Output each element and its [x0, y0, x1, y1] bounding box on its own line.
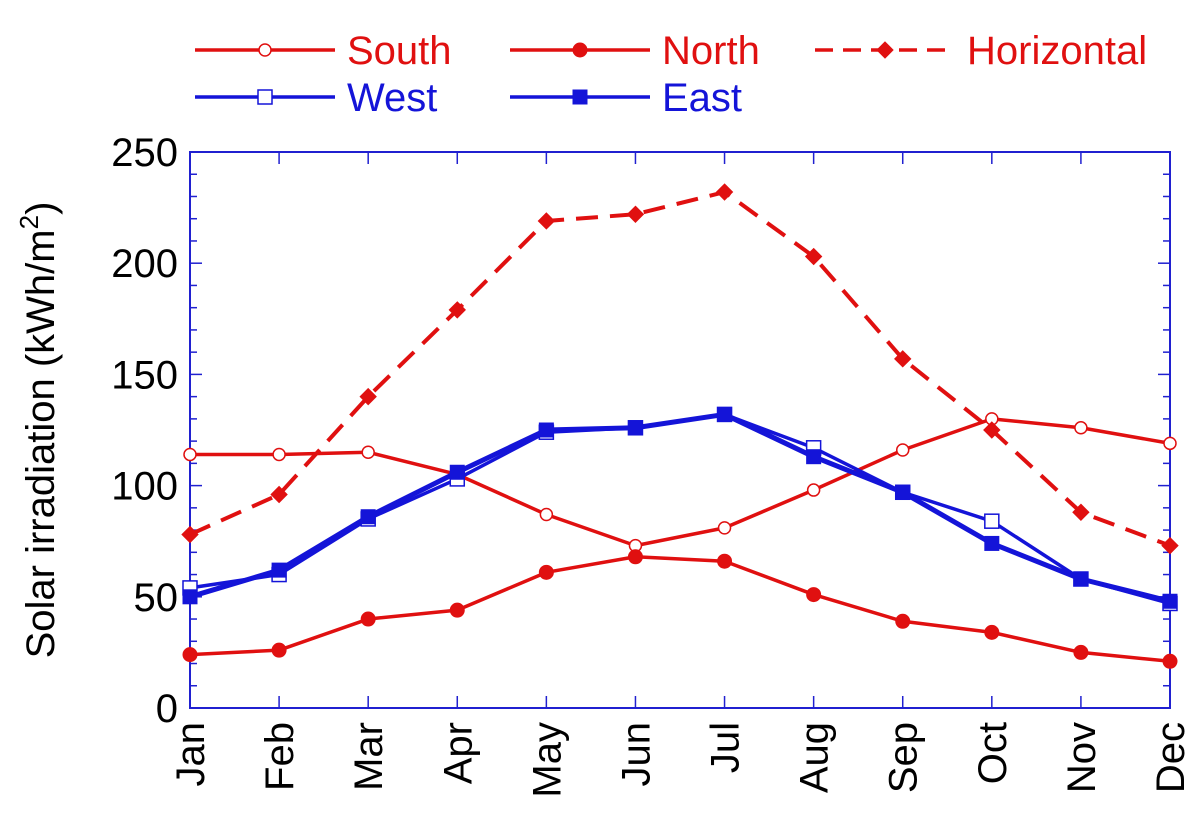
legend-item-west: West [195, 76, 437, 120]
data-point-south [1163, 436, 1177, 451]
data-point-east [449, 464, 465, 480]
data-point-east [1162, 593, 1178, 609]
data-point-east [627, 420, 643, 436]
data-point-east [360, 509, 376, 525]
data-point-horizontal [1161, 536, 1179, 555]
data-point-north [538, 564, 554, 580]
legend-marker-north [572, 42, 588, 58]
x-tick-label: Sep [882, 722, 926, 793]
data-point-south [183, 447, 197, 462]
data-point-horizontal [448, 301, 466, 319]
y-tick-label: 100 [111, 465, 178, 509]
data-point-horizontal [270, 485, 288, 504]
series-east [182, 406, 1178, 609]
data-point-north [806, 587, 822, 603]
series-line-south [190, 417, 1171, 548]
data-point-east [717, 406, 733, 422]
data-point-south [806, 483, 821, 497]
series-layer [181, 183, 1179, 669]
legend-label-north: North [662, 29, 760, 73]
data-point-north [627, 549, 643, 565]
data-point-east [271, 562, 287, 578]
series-north [182, 549, 1178, 669]
series-line-north [189, 555, 1171, 664]
x-tick-label: May [525, 722, 569, 798]
data-point-horizontal [983, 421, 1001, 439]
x-tick-label: Nov [1060, 722, 1104, 793]
legend: South North Horizontal West East [195, 29, 1147, 120]
legend-label-south: South [347, 29, 452, 73]
x-tick-labels: Jan Feb Mar Apr May Jun Jul Aug Sep Oct Nov Dec [169, 722, 1193, 798]
y-tick-label: 50 [134, 576, 179, 620]
legend-label-west: West [347, 76, 437, 120]
x-tick-label: Jan [169, 722, 213, 787]
data-point-north [717, 553, 733, 569]
y-axis-label-main: Solar irradiation (kWh/m [19, 229, 63, 658]
data-point-east [182, 589, 198, 605]
data-point-east [1073, 571, 1089, 587]
data-point-horizontal [894, 350, 912, 368]
x-tick-label: Mar [347, 722, 391, 791]
y-axis-label-superscript: 2 [14, 215, 44, 229]
legend-label-horizontal: Horizontal [967, 29, 1147, 73]
data-point-north [895, 613, 911, 629]
legend-item-east: East [510, 76, 742, 120]
data-point-east [984, 535, 1000, 551]
data-point-horizontal [181, 525, 199, 544]
data-point-horizontal [359, 387, 377, 406]
plot-border [189, 151, 1171, 709]
series-horizontal [181, 183, 1179, 555]
data-point-north [182, 647, 198, 663]
legend-marker-horizontal [876, 41, 894, 59]
data-point-horizontal [1072, 503, 1090, 521]
x-tick-label: Dec [1149, 722, 1193, 793]
x-tick-label: Jun [614, 722, 658, 787]
legend-marker-west [257, 89, 273, 105]
x-tick-label: Jul [704, 722, 748, 773]
data-point-horizontal [804, 247, 823, 266]
y-axis-label-suffix: ) [19, 202, 63, 215]
y-tick-label: 200 [111, 242, 178, 286]
legend-item-south: South [195, 29, 452, 73]
data-point-horizontal [626, 205, 645, 223]
data-point-north [449, 602, 465, 618]
data-point-south [272, 447, 286, 462]
data-point-south [539, 507, 554, 522]
data-point-south [1074, 421, 1088, 435]
data-point-east [806, 449, 822, 465]
legend-marker-south [258, 43, 272, 57]
data-point-south [717, 521, 732, 535]
y-axis-label: Solar irradiation (kWh/m2) [14, 202, 63, 659]
y-tick-label: 250 [111, 131, 178, 175]
series-line-east [189, 411, 1171, 604]
data-point-west [984, 513, 1000, 529]
legend-item-horizontal: Horizontal [815, 29, 1147, 73]
data-point-north [271, 642, 287, 658]
data-point-south [361, 445, 375, 459]
data-point-east [895, 484, 911, 500]
series-line-horizontal [189, 190, 1171, 548]
data-point-east [538, 422, 554, 438]
data-point-north [984, 624, 1000, 640]
data-point-south [895, 443, 910, 457]
x-tick-label: Feb [258, 722, 302, 791]
x-tick-label: Oct [971, 722, 1015, 784]
legend-marker-east [572, 89, 588, 105]
data-point-horizontal [537, 212, 556, 230]
y-tick-label: 150 [111, 353, 178, 397]
plot-frame [189, 151, 1171, 709]
y-tick-label: 0 [156, 687, 178, 731]
x-tick-label: Apr [436, 722, 480, 784]
legend-label-east: East [662, 76, 742, 120]
data-point-north [1073, 644, 1089, 660]
data-point-horizontal [715, 183, 734, 201]
data-point-north [360, 611, 376, 627]
data-point-north [1162, 653, 1178, 669]
series-line-west [189, 412, 1171, 606]
x-tick-label: Aug [793, 722, 837, 793]
legend-item-north: North [510, 29, 760, 73]
y-tick-labels: 0 50 100 150 200 250 [111, 131, 178, 731]
